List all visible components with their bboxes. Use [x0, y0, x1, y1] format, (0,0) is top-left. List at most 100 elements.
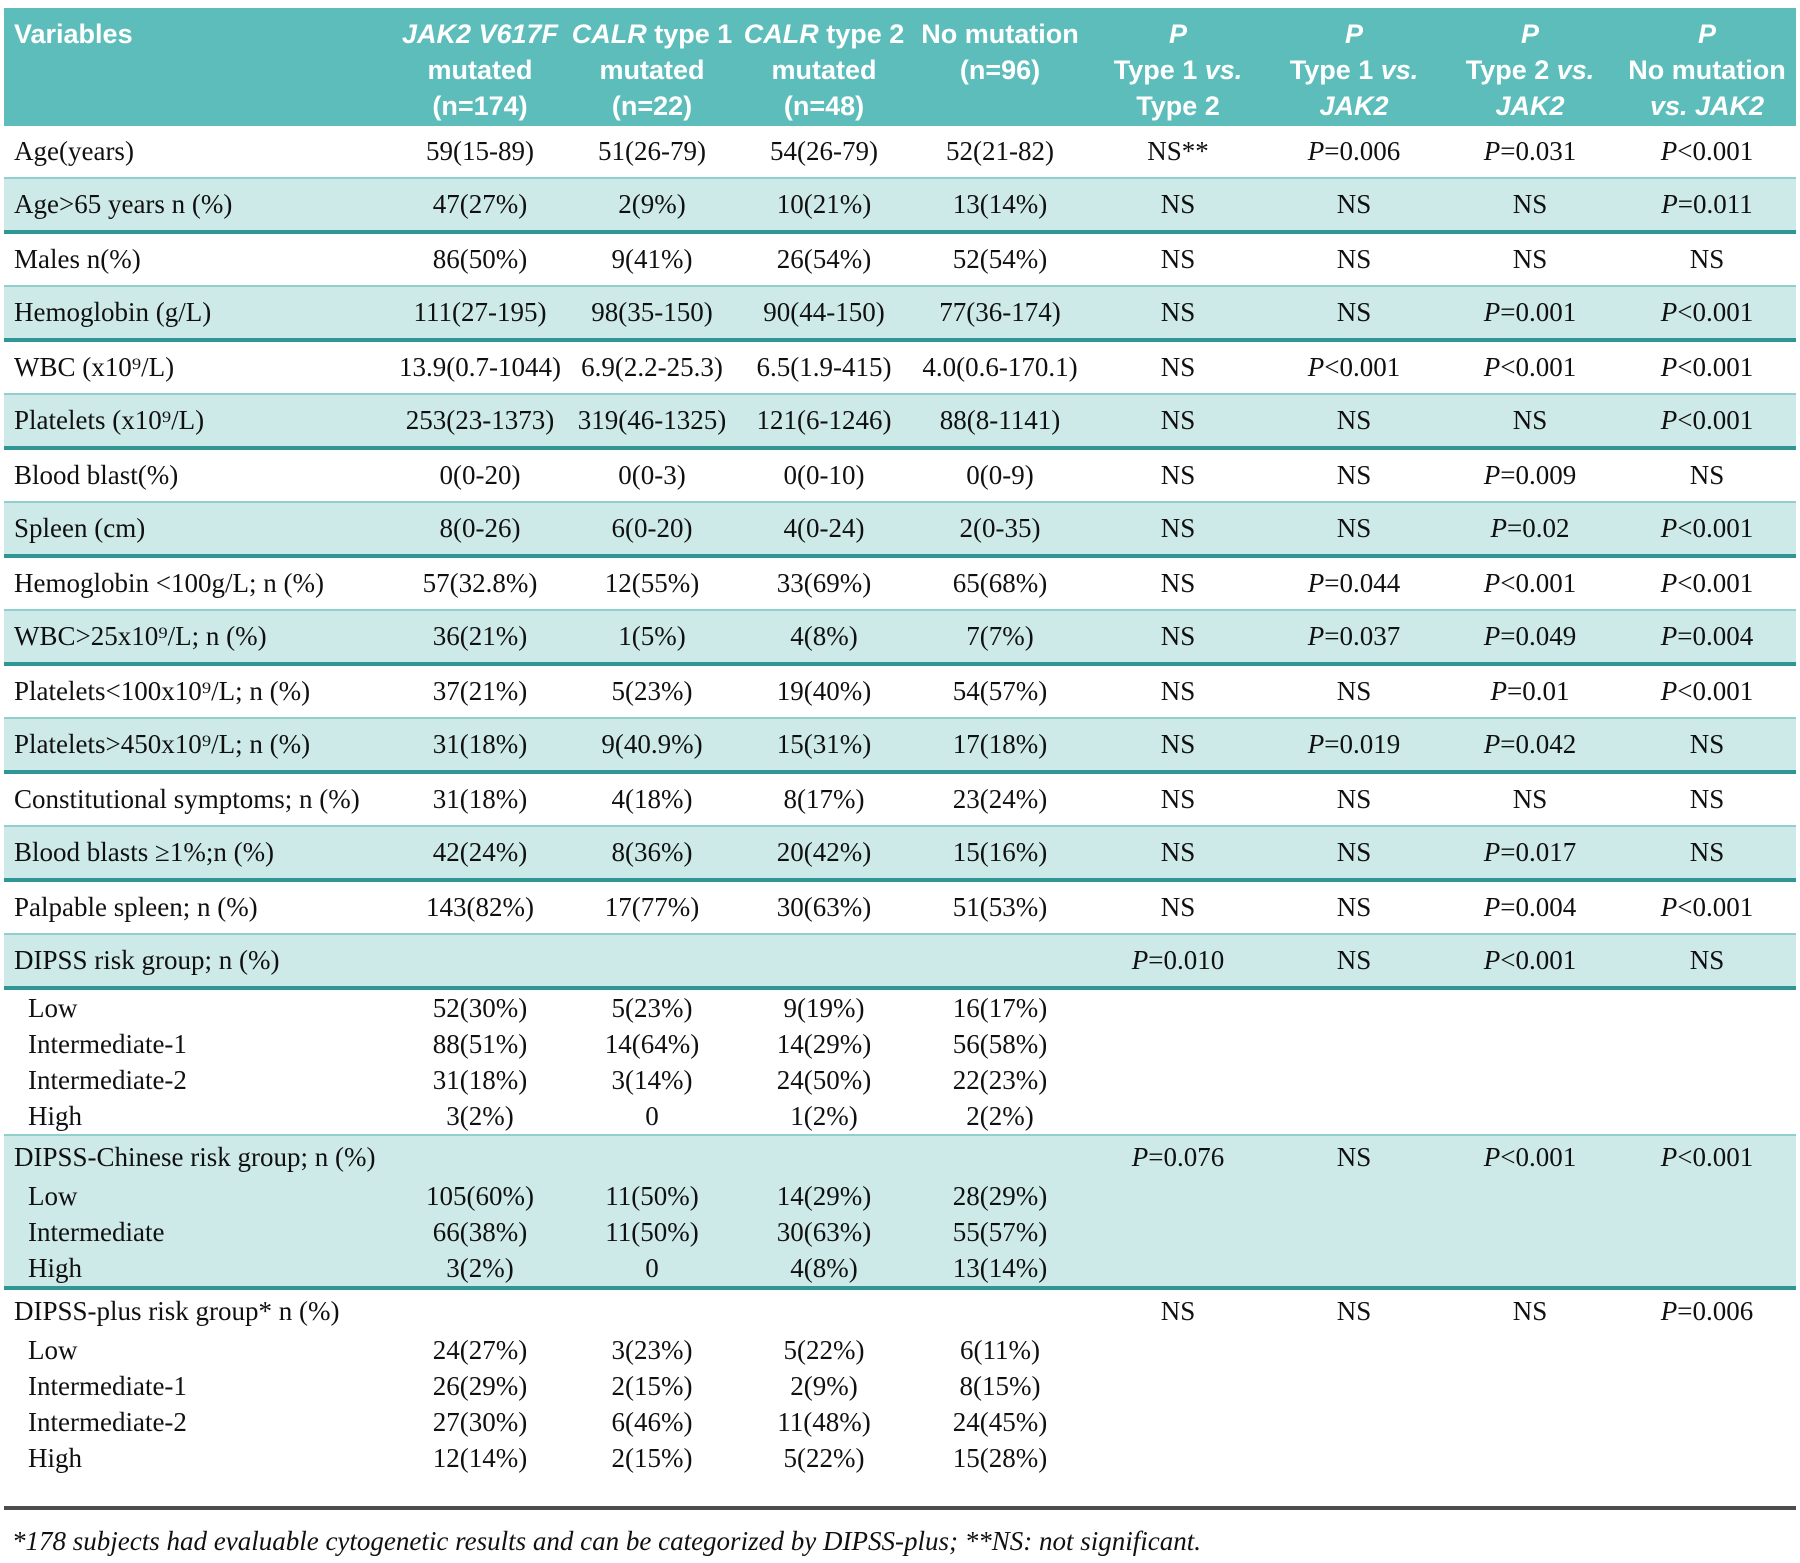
cell-value: 13(14%) — [952, 1252, 1048, 1283]
row-label: Intermediate-1 — [28, 1028, 187, 1059]
cell-value: NS — [1336, 244, 1372, 274]
cell-value: 4.0(0.6-170.1) — [922, 352, 1078, 382]
cell-value: 30(63%) — [776, 1216, 872, 1247]
cell-value: NS — [1512, 405, 1548, 435]
cell-value: 86(50%) — [432, 244, 528, 274]
table-row: Spleen (cm) 8(0-26) 6(0-20) 4(0-24) 2(0-35) N… — [4, 501, 1796, 558]
cell-value: NS — [1160, 784, 1196, 814]
cell-value: 66(38%) — [432, 1216, 528, 1247]
cell-value: NS — [1336, 1295, 1372, 1326]
row-label: Platelets>450x10⁹/L; n (%) — [14, 729, 311, 759]
cell-value: P<0.001 — [1660, 892, 1754, 922]
cell-value: NS — [1512, 244, 1548, 274]
cell-value: 0(0-20) — [439, 460, 521, 490]
cell-value: NS — [1160, 189, 1196, 219]
cell-value: 52(21-82) — [946, 136, 1054, 166]
cell-value: P<0.001 — [1307, 352, 1401, 382]
cell-value: 90(44-150) — [763, 297, 885, 327]
cell-value: 47(27%) — [432, 189, 528, 219]
cell-value: 57(32.8%) — [422, 568, 538, 598]
table-row: Males n(%) 86(50%) 9(41%) 26(54%) 52(54%) NS N… — [4, 234, 1796, 285]
cell-value: P<0.001 — [1483, 568, 1577, 598]
cell-value: 14(29%) — [776, 1028, 872, 1059]
cell-value: 55(57%) — [952, 1216, 1048, 1247]
row-label: DIPSS-Chinese risk group; n (%) — [14, 1141, 376, 1172]
cell-value: NS — [1336, 460, 1372, 490]
table-row: Blood blast(%) 0(0-20) 0(0-3) 0(0-10) 0(0-9)… — [4, 450, 1796, 501]
cell-value: 0(0-10) — [783, 460, 865, 490]
cell-value: NS — [1336, 784, 1372, 814]
cell-value: 12(55%) — [604, 568, 700, 598]
cell-value: 2(15%) — [611, 1370, 693, 1401]
cell-value: P=0.031 — [1483, 136, 1577, 166]
cell-value: 3(23%) — [611, 1334, 693, 1365]
cell-value: NS — [1689, 837, 1725, 867]
table-row: Intermediate 66(38%) 11(50%) 30(63%) 55(57%) — [4, 1214, 1796, 1250]
cell-value: 0 — [645, 1252, 659, 1283]
cell-value: NS — [1160, 892, 1196, 922]
table-row: Palpable spleen; n (%) 143(82%) 17(77%) 30(… — [4, 882, 1796, 933]
cell-value: 143(82%) — [426, 892, 534, 922]
cell-value: 9(41%) — [611, 244, 693, 274]
table-row: High 3(2%) 0 1(2%) 2(2%) — [4, 1098, 1796, 1134]
table-row: Intermediate-2 31(18%) 3(14%) 24(50%) 22(23%… — [4, 1062, 1796, 1098]
row-label: High — [28, 1252, 82, 1283]
cell-value: 2(9%) — [790, 1370, 858, 1401]
table-row: Platelets>450x10⁹/L; n (%) 31(18%) 9(40.9%… — [4, 717, 1796, 774]
table-body: Age(years) 59(15-89) 51(26-79) 54(26-79) 52(… — [4, 126, 1796, 1476]
cell-value: 15(31%) — [776, 729, 872, 759]
cell-value: 16(17%) — [952, 992, 1048, 1023]
cell-value: 98(35-150) — [591, 297, 713, 327]
cell-value: 22(23%) — [952, 1064, 1048, 1095]
cell-value: P=0.011 — [1661, 189, 1753, 219]
cell-value: 31(18%) — [432, 729, 528, 759]
cell-value: 24(27%) — [432, 1334, 528, 1365]
cell-value: 3(2%) — [446, 1100, 514, 1131]
cell-value: 2(15%) — [611, 1442, 693, 1473]
table-row: Low 105(60%) 11(50%) 14(29%) 28(29%) — [4, 1178, 1796, 1214]
cell-value: 2(2%) — [966, 1100, 1034, 1131]
cell-value: 7(7%) — [966, 621, 1034, 651]
cell-value: P=0.042 — [1483, 729, 1577, 759]
cell-value: 9(40.9%) — [601, 729, 703, 759]
cell-value: 20(42%) — [776, 837, 872, 867]
cell-value: NS — [1160, 244, 1196, 274]
cell-value: 3(2%) — [446, 1252, 514, 1283]
cell-value: P=0.006 — [1660, 1295, 1754, 1326]
row-label: High — [28, 1100, 82, 1131]
cell-value: P=0.001 — [1483, 297, 1577, 327]
cell-value: 54(57%) — [952, 676, 1048, 706]
table-row: Low 24(27%) 3(23%) 5(22%) 6(11%) — [4, 1332, 1796, 1368]
cell-value: P<0.001 — [1483, 945, 1577, 975]
cell-value: NS — [1160, 729, 1196, 759]
table-row: Age>65 years n (%) 47(27%) 2(9%) 10(21%) 13(… — [4, 177, 1796, 234]
table-row: Hemoglobin <100g/L; n (%) 57(32.8%) 12(55%… — [4, 558, 1796, 609]
cell-value: NS — [1160, 405, 1196, 435]
cell-value: 52(54%) — [952, 244, 1048, 274]
cell-value: P<0.001 — [1660, 1141, 1754, 1172]
table-row: Blood blasts ≥1%;n (%) 42(24%) 8(36%) 20(42… — [4, 825, 1796, 882]
cell-value: 8(0-26) — [439, 513, 521, 543]
cell-value: P<0.001 — [1660, 676, 1754, 706]
row-label: Blood blasts ≥1%;n (%) — [14, 837, 275, 867]
cell-value: 15(16%) — [952, 837, 1048, 867]
table-row: WBC>25x10⁹/L; n (%) 36(21%) 1(5%) 4(8%) 7(7%… — [4, 609, 1796, 666]
cell-value: NS** — [1147, 136, 1209, 166]
cell-value: NS — [1160, 837, 1196, 867]
cell-value: 6.5(1.9-415) — [756, 352, 892, 382]
column-header: JAK2 V617F mutated (n=174) — [401, 19, 559, 121]
cell-value: 33(69%) — [776, 568, 872, 598]
cell-value: 1(2%) — [790, 1100, 858, 1131]
cell-value: NS — [1512, 784, 1548, 814]
cell-value: 4(18%) — [611, 784, 693, 814]
cell-value: 11(50%) — [605, 1180, 699, 1211]
cell-value: P=0.009 — [1483, 460, 1577, 490]
cell-value: 59(15-89) — [426, 136, 534, 166]
cell-value: 17(77%) — [604, 892, 700, 922]
cell-value: NS — [1336, 892, 1372, 922]
cell-value: 23(24%) — [952, 784, 1048, 814]
cell-value: NS — [1160, 460, 1196, 490]
row-label: DIPSS-plus risk group* n (%) — [14, 1295, 340, 1326]
row-label: High — [28, 1442, 82, 1473]
